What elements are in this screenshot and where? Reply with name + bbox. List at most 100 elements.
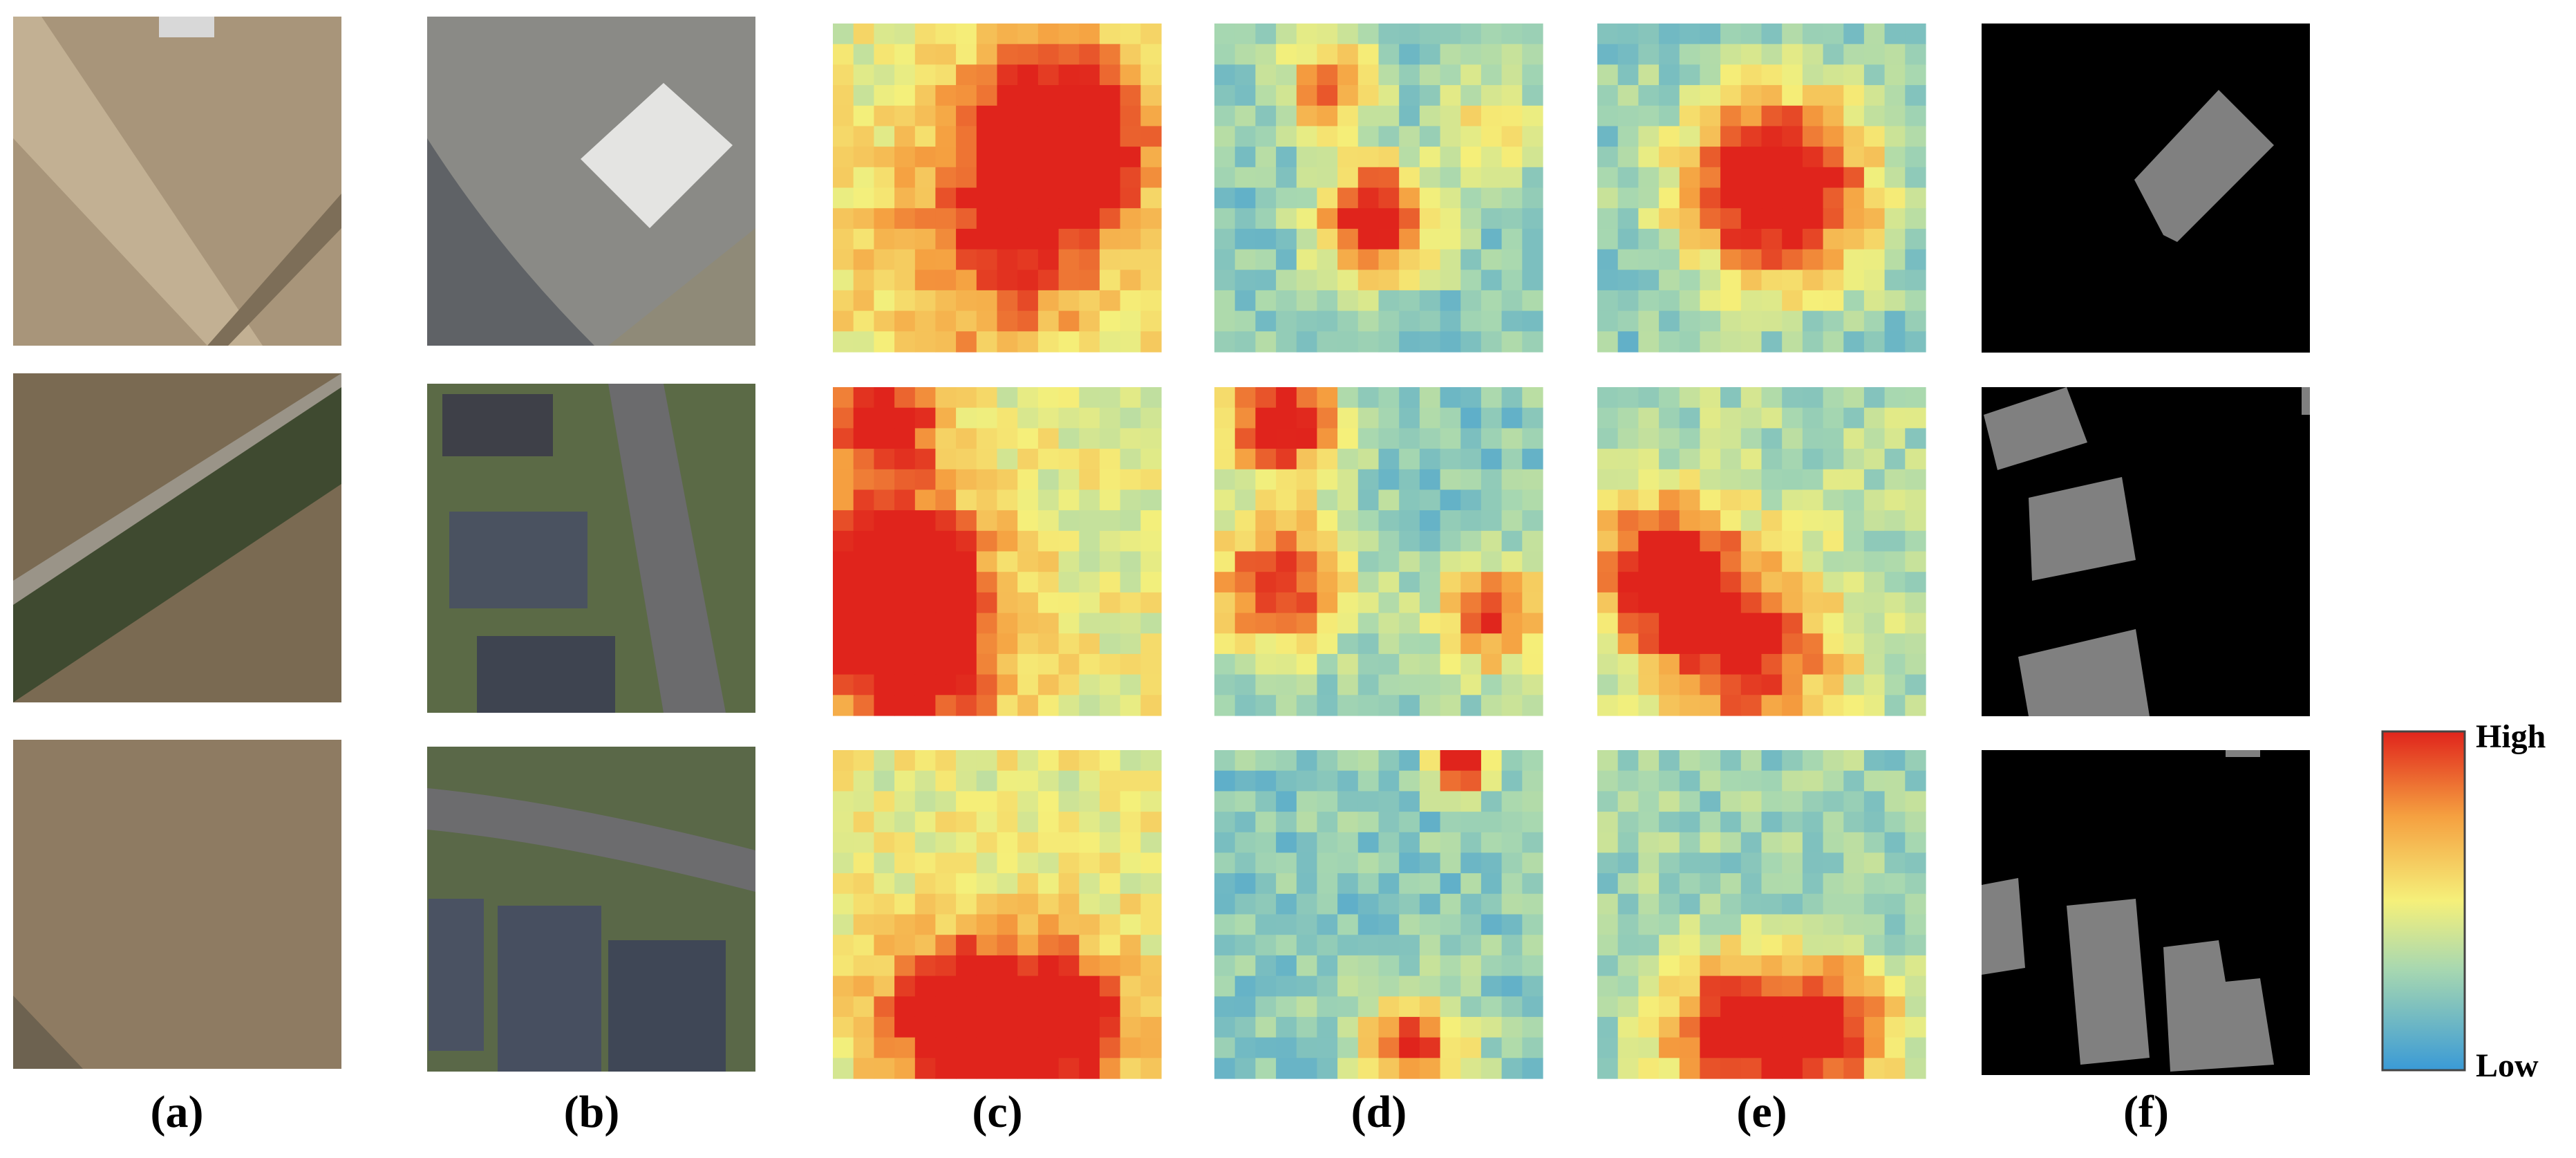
heatmap-cell <box>1214 955 1236 977</box>
heatmap-cell <box>1337 331 1359 353</box>
heatmap-cell <box>1638 572 1660 593</box>
heatmap-cell <box>1460 695 1482 716</box>
heatmap-cell <box>1617 428 1639 449</box>
heatmap-cell <box>1522 653 1543 675</box>
heatmap-cell <box>1617 592 1639 614</box>
heatmap-cell <box>1863 935 1886 956</box>
heatmap-cell <box>833 407 854 429</box>
heatmap-cell <box>894 592 916 614</box>
heatmap-cell <box>1740 126 1762 147</box>
heatmap-cell <box>1638 126 1660 147</box>
heatmap-cell <box>1214 873 1236 895</box>
heatmap-cell <box>1017 24 1039 45</box>
heatmap-cell <box>1480 812 1503 833</box>
heatmap-cell <box>1843 44 1865 65</box>
heatmap-cell <box>1255 530 1277 552</box>
heatmap-cell <box>853 24 874 45</box>
heatmap-cell <box>1617 510 1639 532</box>
heatmap-cell <box>894 167 916 189</box>
heatmap-cell <box>1337 551 1359 572</box>
heatmap-cell <box>894 208 916 230</box>
heatmap-cell <box>1440 955 1461 977</box>
heatmap-cell <box>1079 633 1100 655</box>
heatmap-cell <box>1659 695 1680 716</box>
heatmap-cell <box>1843 449 1865 470</box>
heatmap-cell <box>956 228 977 250</box>
heatmap-cell <box>1276 695 1297 716</box>
heatmap-cell <box>1597 407 1619 429</box>
heatmap-cell <box>1802 449 1824 470</box>
heatmap-cell <box>1317 126 1338 147</box>
heatmap-cell <box>1460 24 1482 45</box>
heatmap-cell <box>1597 975 1619 997</box>
heatmap-cell <box>956 64 977 86</box>
heatmap-cell <box>1522 1016 1543 1038</box>
heatmap-cell <box>1802 750 1824 772</box>
heatmap-cell <box>1357 914 1380 935</box>
heatmap-cell <box>1522 270 1543 291</box>
heatmap-cell <box>833 64 854 86</box>
heatmap-cell <box>1659 469 1680 491</box>
heatmap-cell <box>1357 633 1380 655</box>
heatmap-cell <box>1700 44 1721 65</box>
heatmap-cell <box>874 310 895 332</box>
heatmap-cell <box>1337 469 1359 491</box>
heatmap-cell <box>1255 873 1277 895</box>
heatmap-cell <box>1863 407 1886 429</box>
heatmap-cell <box>1720 873 1742 895</box>
heatmap-cell <box>1079 674 1100 695</box>
heatmap-cell <box>1234 469 1256 491</box>
heatmap-cell <box>935 530 957 552</box>
heatmap-cell <box>1357 893 1380 915</box>
heatmap-cell <box>1276 105 1297 127</box>
heatmap-cell <box>1099 633 1121 655</box>
heatmap-cell <box>1317 873 1338 895</box>
heatmap-cell <box>1460 44 1482 65</box>
heatmap-cell <box>1317 1016 1338 1038</box>
heatmap-cell <box>1522 24 1543 45</box>
heatmap-cell <box>1863 126 1886 147</box>
heatmap-cell <box>1037 975 1060 997</box>
heatmap-cell <box>1617 64 1639 86</box>
heatmap-cell <box>1659 64 1680 86</box>
heatmap-cell <box>1079 873 1100 895</box>
heatmap-cell <box>1317 572 1338 593</box>
heatmap-cell <box>1296 310 1318 332</box>
heatmap-cell <box>874 290 895 312</box>
heatmap-cell <box>1234 1037 1256 1058</box>
heatmap-cell <box>1501 530 1523 552</box>
heatmap-cell <box>1700 331 1721 353</box>
heatmap-cell <box>976 812 998 833</box>
heatmap-cell <box>1234 208 1256 230</box>
heatmap-cell <box>1296 996 1318 1018</box>
heatmap-cell <box>1638 893 1660 915</box>
heatmap-cell <box>914 449 937 470</box>
heatmap-cell <box>894 955 916 977</box>
heatmap-cell <box>1234 955 1256 977</box>
heatmap <box>833 750 1162 1079</box>
heatmap-cell <box>1823 64 1844 86</box>
heatmap-cell <box>997 1058 1018 1079</box>
heatmap-cell <box>874 812 895 833</box>
heatmap-cell <box>976 695 998 716</box>
heatmap-cell <box>1296 249 1318 270</box>
heatmap-cell <box>1419 147 1441 168</box>
heatmap-cell <box>1460 208 1482 230</box>
heatmap-cell <box>997 105 1018 127</box>
heatmap-cell <box>1296 85 1318 106</box>
heatmap-cell <box>1140 387 1162 409</box>
heatmap-cell <box>1761 449 1783 470</box>
heatmap-cell <box>1058 914 1080 935</box>
heatmap-cell <box>1357 407 1380 429</box>
heatmap-cell <box>1884 147 1906 168</box>
heatmap-cell <box>914 469 937 491</box>
heatmap-cell <box>1740 812 1762 833</box>
heatmap-cell <box>1037 852 1060 874</box>
heatmap-cell <box>853 290 874 312</box>
heatmap-cell <box>1460 105 1482 127</box>
heatmap-cell <box>1399 167 1420 189</box>
heatmap-cell <box>1017 975 1039 997</box>
heatmap-cell <box>1480 1037 1503 1058</box>
heatmap-cell <box>1276 1058 1297 1079</box>
heatmap-cell <box>1440 633 1461 655</box>
